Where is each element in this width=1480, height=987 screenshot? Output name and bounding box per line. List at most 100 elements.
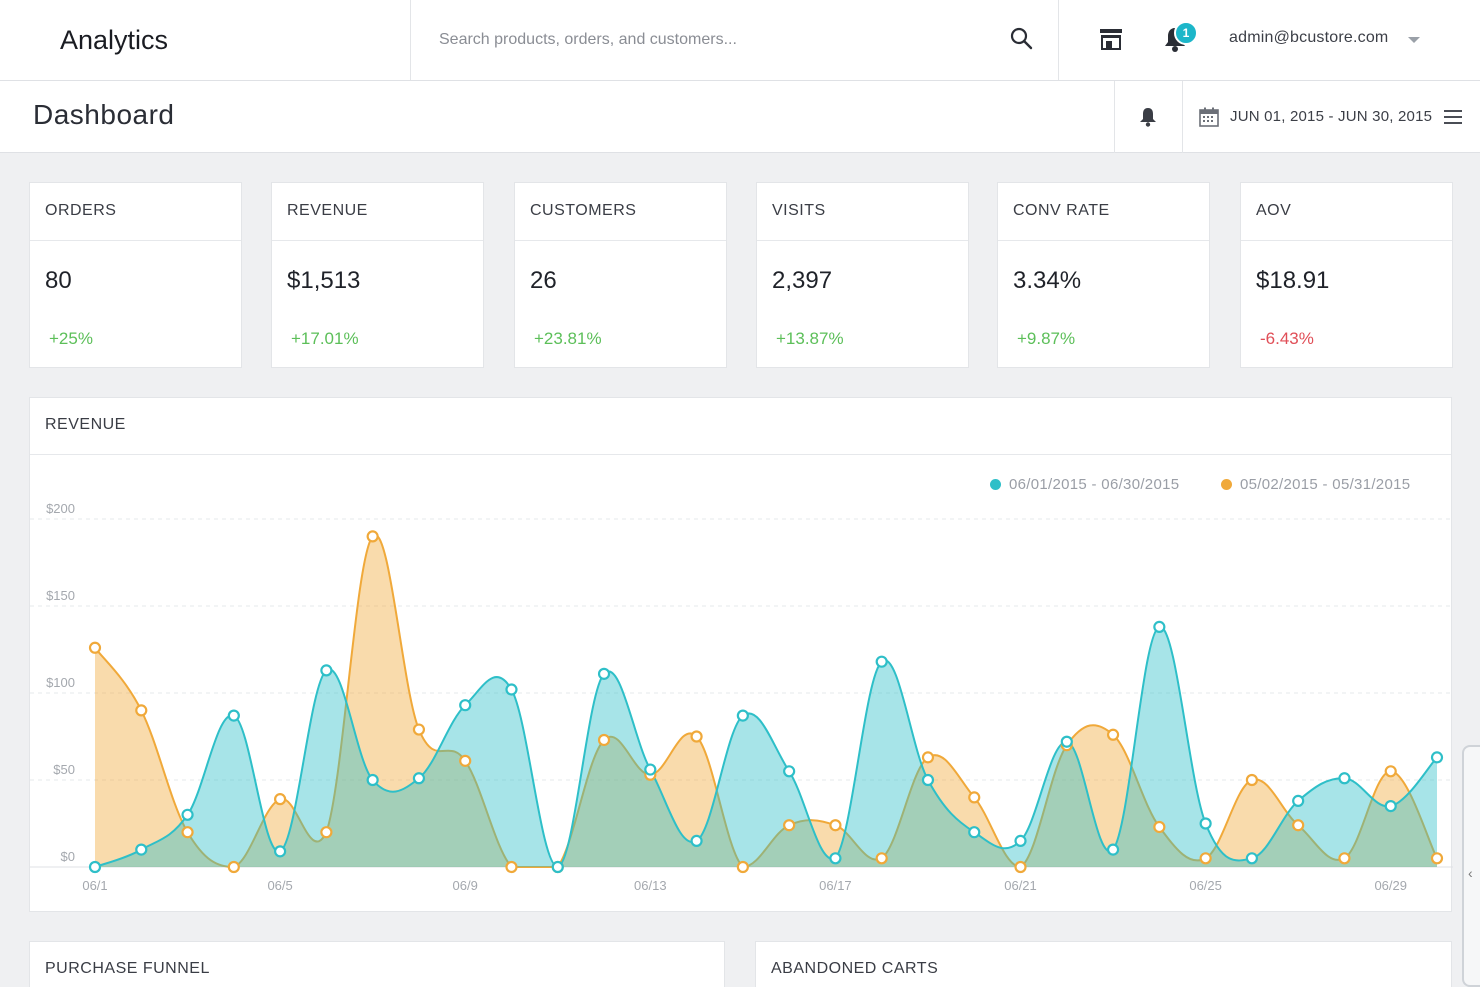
hamburger-menu-icon[interactable] xyxy=(1444,110,1462,129)
app-title[interactable]: Analytics xyxy=(0,0,411,80)
kpi-value: 3.34% xyxy=(1013,267,1082,294)
kpi-change: +9.87% xyxy=(1017,329,1076,348)
data-point xyxy=(1384,800,1397,813)
data-point xyxy=(690,834,703,847)
kpi-value: $1,513 xyxy=(287,267,361,294)
revenue-chart: $0 $50 $100 $150 $200 06/1 06/5 06/9 06/13 06/17 0… xyxy=(30,501,1453,893)
data-point xyxy=(1245,852,1258,865)
legend-label: 06/01/2015 - 06/30/2015 xyxy=(1009,476,1180,493)
chevron-down-icon[interactable] xyxy=(1408,37,1420,43)
divider xyxy=(1182,81,1183,153)
x-tick-label: 06/1 xyxy=(82,878,107,893)
date-range-picker[interactable]: JUN 01, 2015 - JUN 30, 2015 xyxy=(1230,108,1433,125)
data-point xyxy=(783,765,796,778)
chevron-left-icon: ‹ xyxy=(1468,865,1473,881)
data-point xyxy=(320,664,333,677)
kpi-card-orders[interactable]: ORDERS 80 +25% xyxy=(29,182,242,368)
data-point xyxy=(968,791,981,804)
data-point xyxy=(1014,860,1027,874)
user-email[interactable]: admin@bcustore.com xyxy=(1229,29,1389,46)
data-point xyxy=(181,808,194,821)
search-icon[interactable] xyxy=(1009,26,1033,55)
kpi-label: CUSTOMERS xyxy=(515,183,726,241)
x-tick-label: 06/5 xyxy=(267,878,292,893)
abandoned-carts-panel: ABANDONED CARTS xyxy=(755,941,1452,987)
data-point xyxy=(736,709,749,722)
kpi-label: CONV RATE xyxy=(998,183,1209,241)
data-point xyxy=(227,709,240,722)
data-point xyxy=(1153,620,1166,633)
data-point xyxy=(505,683,518,696)
data-point xyxy=(1430,751,1444,764)
data-point xyxy=(551,860,564,874)
kpi-card-revenue[interactable]: REVENUE $1,513 +17.01% xyxy=(271,182,484,368)
panel-title: ABANDONED CARTS xyxy=(756,942,1451,987)
kpi-change: +23.81% xyxy=(534,329,602,348)
kpi-card-visits[interactable]: VISITS 2,397 +13.87% xyxy=(756,182,969,368)
data-point xyxy=(1338,772,1351,785)
data-point xyxy=(366,530,379,543)
kpi-value: 26 xyxy=(530,267,557,294)
calendar-icon[interactable] xyxy=(1199,107,1219,132)
notification-count-badge[interactable]: 1 xyxy=(1174,21,1198,45)
data-point xyxy=(412,772,426,785)
data-point xyxy=(459,754,472,767)
alerts-bell-icon[interactable] xyxy=(1139,107,1157,132)
legend-label: 05/02/2015 - 05/31/2015 xyxy=(1240,476,1411,493)
data-point xyxy=(88,641,102,654)
data-point xyxy=(1014,834,1027,847)
side-panel-toggle[interactable]: ‹ xyxy=(1462,745,1480,987)
legend-item-previous[interactable]: 05/02/2015 - 05/31/2015 xyxy=(1221,476,1410,493)
kpi-card-conv-rate[interactable]: CONV RATE 3.34% +9.87% xyxy=(997,182,1210,368)
data-point xyxy=(274,845,287,858)
top-bar: Analytics 1 admin@bcustore.com xyxy=(0,0,1480,81)
data-point xyxy=(1106,843,1120,856)
kpi-label: ORDERS xyxy=(30,183,241,241)
legend-item-current[interactable]: 06/01/2015 - 06/30/2015 xyxy=(990,476,1179,493)
data-point xyxy=(829,819,842,832)
data-point xyxy=(1384,765,1397,778)
data-point xyxy=(690,730,703,743)
y-tick-label: $150 xyxy=(46,588,75,603)
page-title: Dashboard xyxy=(33,99,175,130)
purchase-funnel-panel: PURCHASE FUNNEL xyxy=(29,941,725,987)
x-tick-label: 06/9 xyxy=(453,878,478,893)
data-point xyxy=(736,860,749,874)
panel-title: PURCHASE FUNNEL xyxy=(30,942,724,987)
legend-swatch xyxy=(1221,479,1232,490)
data-point xyxy=(783,819,796,832)
kpi-change: -6.43% xyxy=(1260,329,1314,348)
data-point xyxy=(227,860,240,874)
x-tick-label: 06/25 xyxy=(1189,878,1222,893)
series-area xyxy=(95,535,1437,867)
data-point xyxy=(1060,735,1073,748)
kpi-change: +25% xyxy=(49,329,93,348)
x-tick-label: 06/21 xyxy=(1004,878,1037,893)
data-point xyxy=(274,793,287,806)
data-point xyxy=(1338,852,1351,865)
kpi-change: +13.87% xyxy=(776,329,844,348)
data-point xyxy=(597,667,611,680)
dashboard-header: Dashboard JUN 01, 2015 - JUN 30, 2015 xyxy=(0,81,1480,153)
data-point xyxy=(1106,728,1120,741)
top-right-actions: 1 admin@bcustore.com xyxy=(1059,0,1480,80)
kpi-card-customers[interactable]: CUSTOMERS 26 +23.81% xyxy=(514,182,727,368)
divider xyxy=(1114,81,1115,153)
kpi-card-aov[interactable]: AOV $18.91 -6.43% xyxy=(1240,182,1453,368)
search-input[interactable] xyxy=(439,24,959,56)
data-point xyxy=(1245,773,1258,787)
data-point xyxy=(1292,819,1305,832)
storefront-icon[interactable] xyxy=(1099,28,1123,55)
data-point xyxy=(135,704,148,717)
data-point xyxy=(1430,852,1444,865)
y-tick-label: $200 xyxy=(46,501,75,516)
kpi-value: $18.91 xyxy=(1256,267,1330,294)
y-tick-label: $100 xyxy=(46,675,75,690)
kpi-label: REVENUE xyxy=(272,183,483,241)
y-tick-label: $0 xyxy=(61,849,75,864)
data-point xyxy=(1153,820,1166,834)
data-point xyxy=(459,699,472,712)
kpi-value: 2,397 xyxy=(772,267,833,294)
series-line xyxy=(94,625,1438,869)
legend-swatch xyxy=(990,479,1001,490)
